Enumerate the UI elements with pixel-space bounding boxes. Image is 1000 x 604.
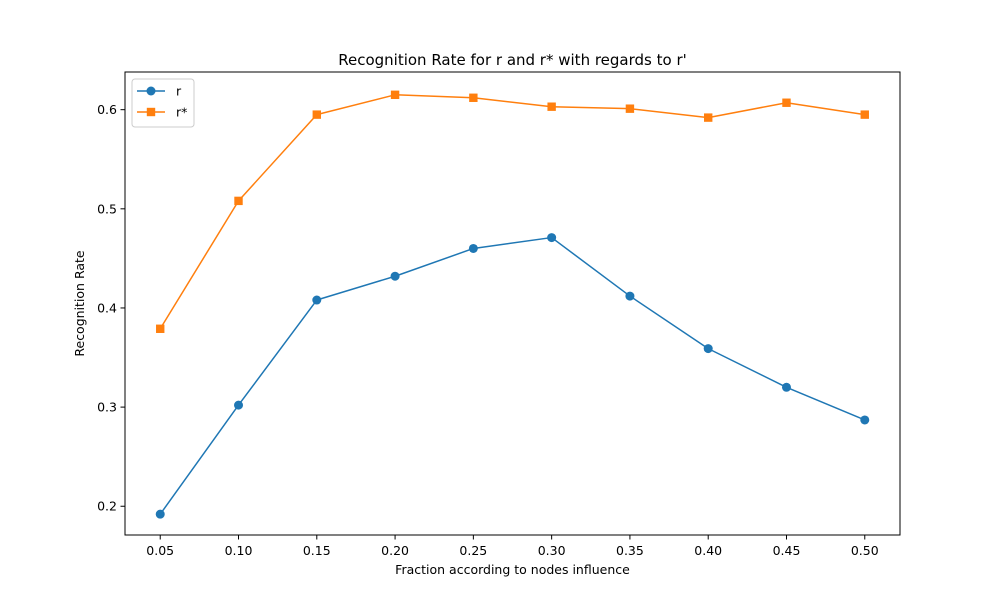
plot-background bbox=[125, 72, 900, 535]
y-tick-label: 0.6 bbox=[97, 102, 117, 117]
data-point bbox=[155, 509, 165, 519]
data-point bbox=[704, 113, 713, 122]
x-tick-label: 0.50 bbox=[851, 543, 879, 558]
series-line bbox=[159, 236, 866, 515]
data-point bbox=[469, 93, 478, 102]
data-point bbox=[390, 90, 400, 100]
data-point bbox=[234, 196, 243, 206]
data-point bbox=[782, 98, 791, 107]
x-tick-label: 0.40 bbox=[694, 543, 722, 558]
y-axis-label: Recognition Rate bbox=[72, 250, 87, 357]
x-tick-label: 0.30 bbox=[538, 543, 566, 558]
x-tick-label: 0.20 bbox=[381, 543, 409, 558]
legend-marker bbox=[146, 107, 156, 117]
x-tick-label: 0.15 bbox=[303, 543, 331, 558]
data-point bbox=[312, 110, 321, 119]
legend-box bbox=[131, 78, 195, 128]
data-point bbox=[390, 271, 400, 281]
y-tick-label: 0.5 bbox=[97, 201, 117, 216]
series-layer bbox=[155, 90, 870, 519]
plot-area bbox=[124, 71, 901, 536]
data-point bbox=[625, 291, 635, 301]
legend-label: r bbox=[176, 84, 182, 99]
x-axis-label: Fraction according to nodes influence bbox=[395, 562, 630, 577]
chart-title: Recognition Rate for r and r* with regar… bbox=[338, 51, 687, 69]
series-line bbox=[159, 94, 865, 330]
data-point bbox=[234, 400, 244, 410]
legend: r r* bbox=[131, 78, 195, 128]
x-tick-label: 0.45 bbox=[773, 543, 801, 558]
y-tick-label: 0.2 bbox=[97, 499, 117, 514]
data-point bbox=[468, 243, 478, 253]
data-point bbox=[860, 110, 869, 119]
series-1 bbox=[155, 233, 870, 519]
y-tick-label: 0.3 bbox=[97, 400, 117, 415]
series-2 bbox=[156, 90, 869, 333]
y-axis: 0.2 0.3 0.4 0.5 0.6 bbox=[97, 102, 125, 514]
x-axis: 0.05 0.10 0.15 0.20 0.25 0.30 0.35 0.40 0.45 0.50 bbox=[146, 535, 879, 558]
legend-entry: r bbox=[137, 84, 182, 99]
x-tick-label: 0.35 bbox=[616, 543, 644, 558]
plot-frame bbox=[124, 71, 901, 536]
data-point bbox=[156, 324, 165, 333]
data-point bbox=[860, 415, 870, 425]
legend-label: r* bbox=[176, 105, 187, 120]
x-tick-label: 0.10 bbox=[225, 543, 253, 558]
legend-marker bbox=[146, 86, 156, 96]
data-point bbox=[547, 102, 556, 111]
x-tick-label: 0.25 bbox=[459, 543, 487, 558]
data-point bbox=[781, 382, 791, 392]
y-tick-label: 0.4 bbox=[97, 300, 117, 315]
x-tick-label: 0.05 bbox=[146, 543, 174, 558]
data-point bbox=[703, 344, 713, 354]
legend-entry: r* bbox=[137, 105, 187, 120]
data-point bbox=[625, 104, 635, 113]
data-point bbox=[547, 233, 557, 243]
legend-entries: r r* bbox=[137, 84, 187, 120]
data-point bbox=[312, 295, 322, 305]
